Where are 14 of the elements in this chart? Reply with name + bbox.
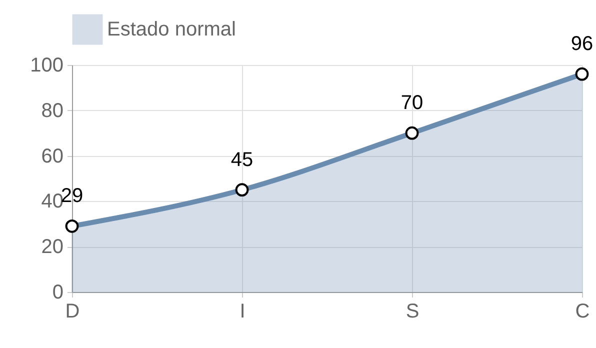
- x-tick-label: C: [575, 300, 590, 322]
- y-tick-label: 40: [41, 190, 64, 213]
- legend-label: Estado normal: [107, 18, 236, 40]
- data-label: 70: [400, 92, 424, 114]
- x-tick-label: S: [406, 300, 420, 322]
- y-tick-label: 100: [30, 54, 64, 76]
- y-tick-label: 20: [41, 236, 64, 258]
- data-label: 96: [570, 33, 594, 56]
- y-tick-label: 0: [52, 282, 64, 304]
- y-tick-label: 80: [41, 100, 64, 122]
- data-label: 45: [230, 148, 254, 171]
- x-tick-label: D: [65, 300, 80, 322]
- x-tick-label: I: [240, 300, 246, 322]
- y-tick-label: 60: [41, 145, 64, 168]
